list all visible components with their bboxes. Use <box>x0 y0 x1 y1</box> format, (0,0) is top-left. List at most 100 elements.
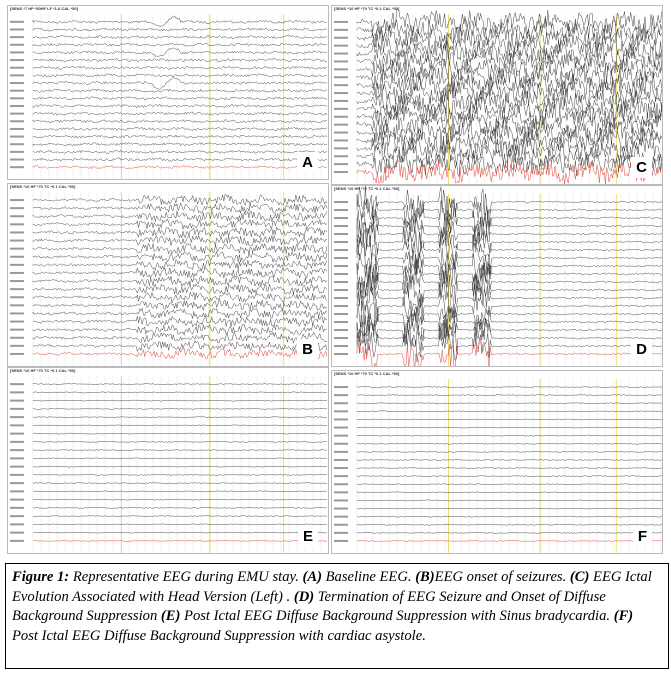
channel-label <box>334 353 348 355</box>
channel-label <box>10 255 24 258</box>
panel-label: B <box>297 339 318 360</box>
channel-label <box>334 92 348 95</box>
eeg-trace <box>356 523 662 526</box>
eeg-trace <box>356 434 662 437</box>
channel-label <box>334 539 348 542</box>
panel-header: [SENS *10 HF *70 TC *0.1 CAL *50] <box>334 6 400 11</box>
eeg-trace <box>32 498 327 501</box>
panel-b: [SENS *10 HF *70 TC *0.1 CAL *50] B <box>7 183 329 367</box>
eeg-trace <box>32 226 328 239</box>
channel-label <box>334 115 348 118</box>
channel-label <box>10 28 24 31</box>
channel-label <box>10 74 24 77</box>
channel-label <box>334 418 348 421</box>
eeg-trace <box>32 42 328 47</box>
channel-label <box>10 383 24 386</box>
channel-label <box>334 139 348 142</box>
eeg-trace <box>356 410 662 413</box>
eeg-trace <box>356 48 662 74</box>
channel-label <box>10 320 24 323</box>
channel-label <box>10 352 24 355</box>
eeg-trace <box>32 441 328 443</box>
channel-label <box>10 36 24 39</box>
eeg-trace <box>356 319 662 354</box>
ecg-trace <box>32 348 328 360</box>
channel-label <box>334 44 348 47</box>
channel-label <box>334 201 348 203</box>
channel-label <box>334 28 348 31</box>
panel-header: [SENS *10 HF *70 TC *0.1 CAL *50] <box>10 368 76 373</box>
channel-label <box>10 473 24 476</box>
eeg-trace <box>32 96 328 101</box>
panel-c: [SENS *10 HF *70 TC *0.1 CAL *50] C <box>331 5 663 185</box>
eeg-trace <box>32 103 328 108</box>
channel-label <box>10 215 24 218</box>
channel-label <box>334 273 348 275</box>
channel-label <box>334 305 348 307</box>
channel-label <box>334 36 348 39</box>
eeg-trace <box>356 136 662 161</box>
channel-label <box>334 241 348 243</box>
eeg-trace <box>32 119 328 124</box>
channel-label <box>10 66 24 69</box>
channel-label <box>10 199 24 202</box>
channel-label <box>334 233 348 235</box>
panel-label: A <box>297 152 318 173</box>
caption-a-label: (A) <box>302 569 322 585</box>
eeg-trace <box>356 41 662 66</box>
panel-header: [SENS *10 HF *70 TC *0.1 CAL *50] <box>10 184 76 189</box>
ecg-trace <box>32 540 328 542</box>
channel-label <box>10 82 24 85</box>
eeg-trace <box>356 402 662 405</box>
channel-label <box>10 127 24 130</box>
eeg-trace <box>356 72 662 98</box>
eeg-trace <box>32 283 328 295</box>
channel-label <box>334 402 348 405</box>
channel-label <box>10 465 24 468</box>
eeg-trace <box>32 291 328 304</box>
eeg-trace <box>356 451 662 453</box>
panel-header: [SENS *10 HF *70 TC *0.1 CAL *50] <box>334 371 400 376</box>
channel-label <box>334 131 348 134</box>
channel-label <box>10 51 24 54</box>
eeg-trace <box>32 250 328 263</box>
panel-d: [SENS *10 HF *70 TC *0.1 CAL *50] D <box>331 185 663 367</box>
channel-label <box>334 386 348 389</box>
eeg-trace <box>356 297 662 333</box>
eeg-trace <box>32 331 328 344</box>
channel-label <box>334 225 348 227</box>
eeg-trace <box>32 307 328 320</box>
caption-f-text: Post Ictal EEG Diffuse Background Suppre… <box>12 627 426 644</box>
channel-label <box>334 426 348 429</box>
eeg-trace <box>32 157 328 162</box>
figure-caption: Figure 1: Representative EEG during EMU … <box>5 563 669 669</box>
channel-label <box>334 345 348 347</box>
eeg-trace <box>32 399 328 402</box>
panel-label: F <box>632 526 652 547</box>
channel-label <box>10 449 24 452</box>
channel-label <box>334 394 348 397</box>
channel-label <box>334 467 348 470</box>
caption-f-label: (F) <box>613 608 634 624</box>
channel-label <box>334 410 348 413</box>
eeg-trace <box>356 272 662 305</box>
channel-label <box>334 123 348 126</box>
channel-label <box>334 337 348 339</box>
channel-label <box>10 506 24 509</box>
channel-label <box>334 107 348 110</box>
eeg-trace <box>356 499 662 502</box>
channel-label <box>10 135 24 138</box>
eeg-trace <box>356 196 662 228</box>
eeg-trace <box>356 143 662 169</box>
panel-label: E <box>297 526 318 547</box>
eeg-trace <box>32 126 328 131</box>
channel-label <box>10 43 24 46</box>
eeg-trace <box>32 299 328 312</box>
channel-label <box>10 120 24 123</box>
eeg-trace <box>356 207 662 243</box>
ecg-trace <box>356 159 662 184</box>
eeg-trace <box>32 234 328 247</box>
channel-label <box>334 289 348 291</box>
eeg-trace <box>32 383 328 385</box>
channel-label <box>334 84 348 87</box>
